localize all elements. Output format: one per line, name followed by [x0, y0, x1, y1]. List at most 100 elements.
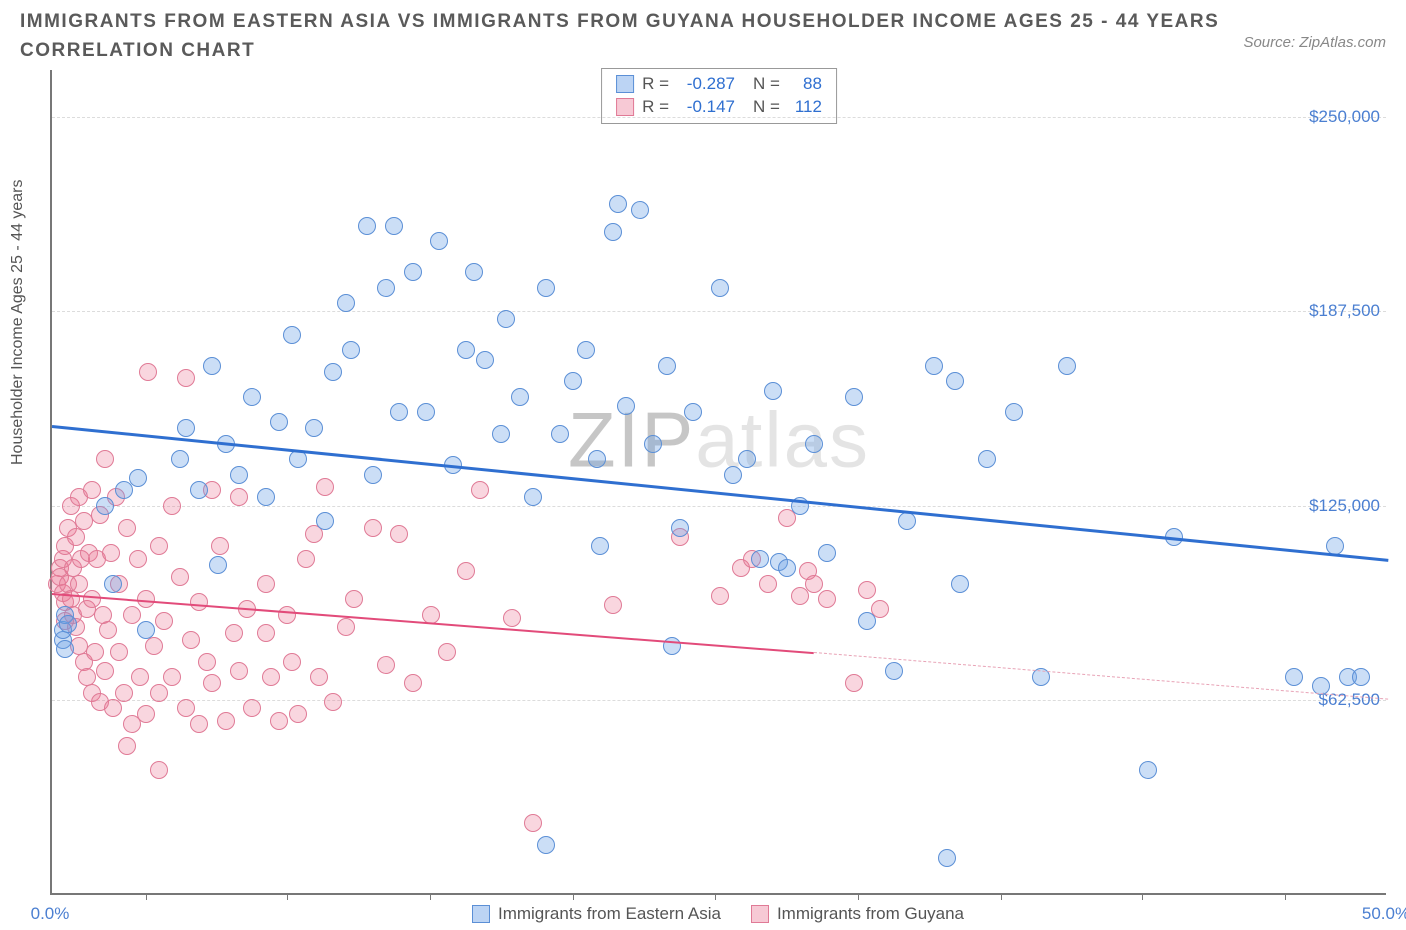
- legend-r-value: -0.147: [677, 96, 735, 119]
- point-guyana: [104, 699, 122, 717]
- point-eastern-asia: [604, 223, 622, 241]
- point-guyana: [289, 705, 307, 723]
- point-guyana: [177, 369, 195, 387]
- legend-swatch: [616, 98, 634, 116]
- point-guyana: [150, 537, 168, 555]
- plot-area: ZIPatlas R = -0.287 N = 88 R = -0.147 N = 112 $…: [50, 70, 1386, 895]
- point-eastern-asia: [417, 403, 435, 421]
- point-eastern-asia: [524, 488, 542, 506]
- x-tick: [573, 893, 574, 900]
- point-eastern-asia: [457, 341, 475, 359]
- point-eastern-asia: [1058, 357, 1076, 375]
- point-guyana: [86, 643, 104, 661]
- point-guyana: [858, 581, 876, 599]
- point-guyana: [99, 621, 117, 639]
- point-guyana: [711, 587, 729, 605]
- watermark: ZIPatlas: [568, 395, 870, 486]
- point-eastern-asia: [577, 341, 595, 359]
- point-guyana: [198, 653, 216, 671]
- legend-n-label: N =: [753, 73, 780, 96]
- legend-n-label: N =: [753, 96, 780, 119]
- legend-swatch: [616, 75, 634, 93]
- point-guyana: [230, 488, 248, 506]
- point-guyana: [310, 668, 328, 686]
- legend-series: Immigrants from Eastern AsiaImmigrants f…: [50, 904, 1386, 924]
- point-eastern-asia: [390, 403, 408, 421]
- point-guyana: [102, 544, 120, 562]
- point-eastern-asia: [925, 357, 943, 375]
- point-guyana: [217, 712, 235, 730]
- point-eastern-asia: [171, 450, 189, 468]
- point-eastern-asia: [738, 450, 756, 468]
- y-tick-label: $125,000: [1309, 496, 1380, 516]
- point-guyana: [283, 653, 301, 671]
- point-guyana: [337, 618, 355, 636]
- point-guyana: [324, 693, 342, 711]
- legend-n-value: 88: [788, 73, 822, 96]
- point-eastern-asia: [946, 372, 964, 390]
- y-tick-label: $250,000: [1309, 107, 1380, 127]
- point-guyana: [270, 712, 288, 730]
- point-guyana: [604, 596, 622, 614]
- point-guyana: [257, 624, 275, 642]
- point-eastern-asia: [305, 419, 323, 437]
- point-eastern-asia: [631, 201, 649, 219]
- point-guyana: [118, 519, 136, 537]
- x-tick-label: 0.0%: [31, 904, 70, 924]
- legend-swatch: [472, 905, 490, 923]
- point-eastern-asia: [511, 388, 529, 406]
- point-eastern-asia: [778, 559, 796, 577]
- source-attribution: Source: ZipAtlas.com: [1243, 34, 1386, 51]
- legend-r-value: -0.287: [677, 73, 735, 96]
- point-guyana: [503, 609, 521, 627]
- point-eastern-asia: [337, 294, 355, 312]
- x-tick: [1142, 893, 1143, 900]
- point-eastern-asia: [385, 217, 403, 235]
- point-guyana: [150, 684, 168, 702]
- point-eastern-asia: [324, 363, 342, 381]
- point-guyana: [759, 575, 777, 593]
- point-eastern-asia: [56, 640, 74, 658]
- point-guyana: [190, 715, 208, 733]
- point-guyana: [377, 656, 395, 674]
- y-axis-label: Householder Income Ages 25 - 44 years: [9, 180, 27, 466]
- point-eastern-asia: [564, 372, 582, 390]
- x-tick: [715, 893, 716, 900]
- point-guyana: [845, 674, 863, 692]
- watermark-atlas: atlas: [695, 396, 870, 484]
- legend-swatch: [751, 905, 769, 923]
- point-guyana: [137, 705, 155, 723]
- point-eastern-asia: [316, 512, 334, 530]
- point-guyana: [118, 737, 136, 755]
- legend-r-label: R =: [642, 96, 669, 119]
- point-guyana: [190, 593, 208, 611]
- point-guyana: [457, 562, 475, 580]
- point-eastern-asia: [377, 279, 395, 297]
- point-guyana: [70, 575, 88, 593]
- point-guyana: [182, 631, 200, 649]
- point-eastern-asia: [591, 537, 609, 555]
- point-eastern-asia: [617, 397, 635, 415]
- point-eastern-asia: [96, 497, 114, 515]
- point-guyana: [155, 612, 173, 630]
- point-guyana: [345, 590, 363, 608]
- point-guyana: [818, 590, 836, 608]
- point-eastern-asia: [938, 849, 956, 867]
- point-guyana: [163, 668, 181, 686]
- point-guyana: [96, 450, 114, 468]
- x-tick: [1285, 893, 1286, 900]
- point-eastern-asia: [818, 544, 836, 562]
- legend-correlation-row: R = -0.147 N = 112: [616, 96, 822, 119]
- point-eastern-asia: [978, 450, 996, 468]
- point-guyana: [243, 699, 261, 717]
- legend-r-label: R =: [642, 73, 669, 96]
- point-eastern-asia: [137, 621, 155, 639]
- legend-n-value: 112: [788, 96, 822, 119]
- point-eastern-asia: [465, 263, 483, 281]
- point-eastern-asia: [764, 382, 782, 400]
- point-guyana: [278, 606, 296, 624]
- point-eastern-asia: [951, 575, 969, 593]
- point-guyana: [262, 668, 280, 686]
- legend-series-label: Immigrants from Eastern Asia: [498, 904, 721, 924]
- point-guyana: [203, 674, 221, 692]
